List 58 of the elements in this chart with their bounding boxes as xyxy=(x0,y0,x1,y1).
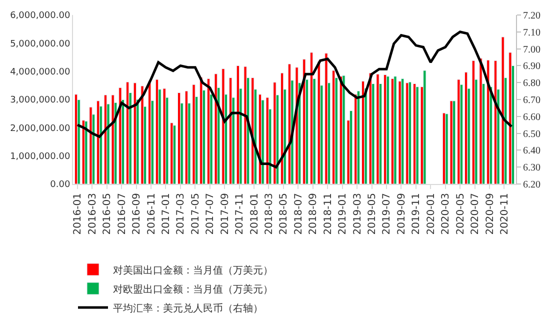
x-tick-label: 2018-09 xyxy=(308,193,320,235)
x-tick-label: 2018-11 xyxy=(322,193,334,235)
x-tick-label: 2017-11 xyxy=(234,193,246,235)
x-tick-label: 2019-05 xyxy=(367,193,378,235)
x-tick-label: 2016-11 xyxy=(146,193,158,235)
x-tick-label: 2020-09 xyxy=(484,193,496,235)
y-tick-label: 4,000,000.00 xyxy=(10,67,70,78)
legend-label: 对美国出口金额：当月值（万美元） xyxy=(113,264,273,276)
bar xyxy=(416,86,419,184)
x-tick-label: 2018-01 xyxy=(249,193,260,235)
line-series xyxy=(76,30,513,168)
x-tick-label: 2017-03 xyxy=(176,193,187,235)
y2-tick-label: 7.20 xyxy=(523,10,540,22)
y2-tick-label: 6.90 xyxy=(523,61,540,72)
y2-tick-label: 6.70 xyxy=(523,95,540,106)
x-tick-label: 2019-01 xyxy=(338,193,349,235)
y2-tick-label: 7.00 xyxy=(523,44,540,56)
x-tick-label: 2020-05 xyxy=(455,193,466,235)
x-tick-label: 2018-05 xyxy=(278,193,290,235)
x-tick-label: 2020-03 xyxy=(440,193,452,235)
x-tick-label: 2016-01 xyxy=(72,193,84,235)
bar xyxy=(401,78,404,184)
y-tick-label: 3,000,000.00 xyxy=(10,96,70,106)
legend-label: 对欧盟出口金额：当月值（万美元） xyxy=(113,283,273,296)
x-tick-label: 2019-11 xyxy=(411,193,422,235)
y2-tick-label: 7.10 xyxy=(523,27,540,38)
x-tick-label: 2019-07 xyxy=(382,193,393,235)
x-tick-label: 2020-01 xyxy=(426,193,437,235)
x-tick-label: 2019-09 xyxy=(396,193,408,235)
y-tick-label: 2,000,000.00 xyxy=(10,124,70,134)
x-tick-label: 2018-03 xyxy=(264,193,275,235)
y-tick-label: 5,000,000.00 xyxy=(10,39,70,50)
legend-label: 平均汇率：美元兑人民币（右轴） xyxy=(113,302,263,314)
y-tick-label: 0.00 xyxy=(50,180,70,190)
x-tick-label: 2016-07 xyxy=(116,193,128,235)
bar xyxy=(386,76,390,184)
bar xyxy=(423,70,426,184)
y2-tick-label: 6.20 xyxy=(523,180,540,190)
x-tick-label: 2017-07 xyxy=(205,193,216,235)
x-tick-label: 2016-05 xyxy=(102,193,114,235)
x-tick-label: 2016-03 xyxy=(87,193,98,235)
bar xyxy=(342,75,346,184)
y-tick-label: 1,000,000.00 xyxy=(10,152,70,162)
y2-tick-label: 6.40 xyxy=(523,146,540,157)
x-tick-label: 2017-01 xyxy=(160,193,172,235)
y2-tick-label: 6.60 xyxy=(523,112,540,123)
y-tick-label: 6,000,000.00 xyxy=(10,11,70,22)
x-tick-label: 2019-03 xyxy=(352,193,364,235)
y2-tick-label: 6.50 xyxy=(523,128,540,140)
y2-tick-label: 6.80 xyxy=(523,78,540,90)
x-tick-label: 2017-09 xyxy=(220,193,231,235)
x-tick-label: 2017-05 xyxy=(190,193,202,235)
bar xyxy=(394,76,397,184)
y2-tick-label: 6.30 xyxy=(523,162,540,174)
x-tick-label: 2018-07 xyxy=(293,193,304,235)
x-tick-label: 2016-09 xyxy=(132,193,143,235)
x-tick-label: 2020-07 xyxy=(470,193,482,235)
x-tick-label: 2020-11 xyxy=(499,193,510,235)
